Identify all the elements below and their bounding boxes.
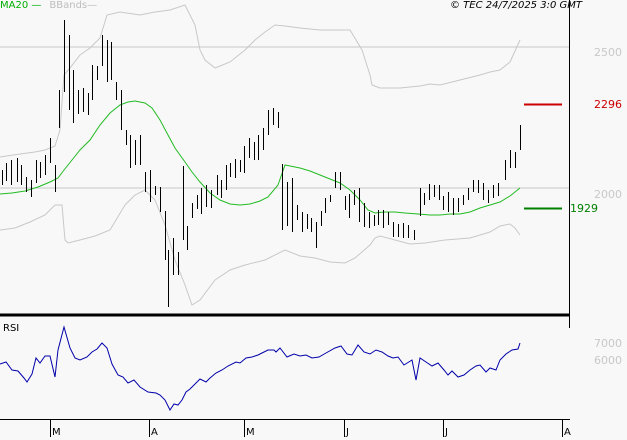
x-label-aug: A: [564, 427, 571, 438]
copyright-timestamp: © TEC 24/7/2025 3:0 GMT: [450, 0, 582, 11]
y-label-2000: 2000: [594, 188, 622, 201]
bbands-lower-line: [0, 189, 521, 306]
rsi-line: [0, 325, 521, 411]
resistance-label: 2296: [594, 98, 622, 111]
x-label-jul: J: [445, 427, 448, 438]
rsi-title: RSI: [3, 323, 20, 334]
y-label-2500: 2500: [594, 46, 622, 59]
x-label-apr: A: [151, 427, 158, 438]
legend-ma20: MA20 —: [0, 0, 42, 11]
legend-bbands: BBands—: [49, 0, 98, 11]
ma20-line: [0, 100, 521, 216]
ohlc-bars: [2, 20, 521, 307]
rsi-label-60: 6000: [594, 354, 622, 367]
chart-legend: MA20 — BBands—: [0, 0, 97, 12]
month-ticks: [50, 420, 563, 437]
support-label: 1929: [570, 202, 598, 215]
rsi-label-70: 7000: [594, 337, 622, 350]
bbands-upper-line: [0, 4, 521, 158]
x-label-mar: M: [52, 427, 61, 438]
x-label-jun: J: [346, 427, 349, 438]
x-label-may: M: [246, 427, 255, 438]
